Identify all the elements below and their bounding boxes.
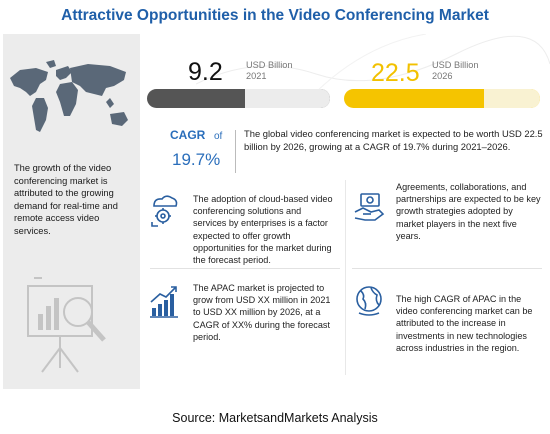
- cloud-adoption-text: The adoption of cloud-based video confer…: [193, 194, 333, 266]
- globe-icon: [356, 286, 382, 316]
- cloud-gear-icon: [151, 195, 178, 227]
- unit-2021-currency: USD Billion: [246, 60, 293, 70]
- growth-chart-icon: [150, 286, 178, 318]
- unit-2026-year: 2026: [432, 71, 453, 81]
- divider: [150, 268, 340, 269]
- agreements-text: Agreements, collaborations, and partners…: [396, 182, 541, 241]
- source-note: Source: MarketsandMarkets Analysis: [172, 411, 378, 425]
- value-2026: 22.5: [371, 59, 420, 87]
- unit-2026: USD Billion 2026: [432, 60, 478, 82]
- cagr-value: 19.7%: [172, 150, 221, 169]
- cagr-label: CAGR: [170, 128, 206, 142]
- cagr-divider: [235, 130, 236, 173]
- value-2021: 9.2: [188, 58, 223, 86]
- apac-market-text: The APAC market is projected to grow fro…: [193, 283, 331, 342]
- divider: [345, 180, 346, 375]
- presentation-magnifier-icon: [27, 277, 106, 373]
- unit-2021: USD Billion 2021: [246, 60, 292, 82]
- bar-2026: [344, 89, 540, 108]
- world-map-icon: [10, 60, 128, 132]
- left-panel-description: The growth of the video conferencing mar…: [14, 163, 118, 236]
- bar-2021: [147, 89, 330, 108]
- page-title: Attractive Opportunities in the Video Co…: [61, 7, 489, 24]
- cagr-of: of: [214, 131, 223, 142]
- unit-2021-year: 2021: [246, 71, 267, 81]
- market-description: The global video conferencing market is …: [244, 128, 543, 152]
- handshake-money-icon: [354, 193, 385, 221]
- unit-2026-currency: USD Billion: [432, 60, 479, 70]
- decorative-lines: [196, 34, 550, 93]
- apac-cagr-text: The high CAGR of APAC in the video confe…: [396, 294, 533, 353]
- divider: [352, 268, 542, 269]
